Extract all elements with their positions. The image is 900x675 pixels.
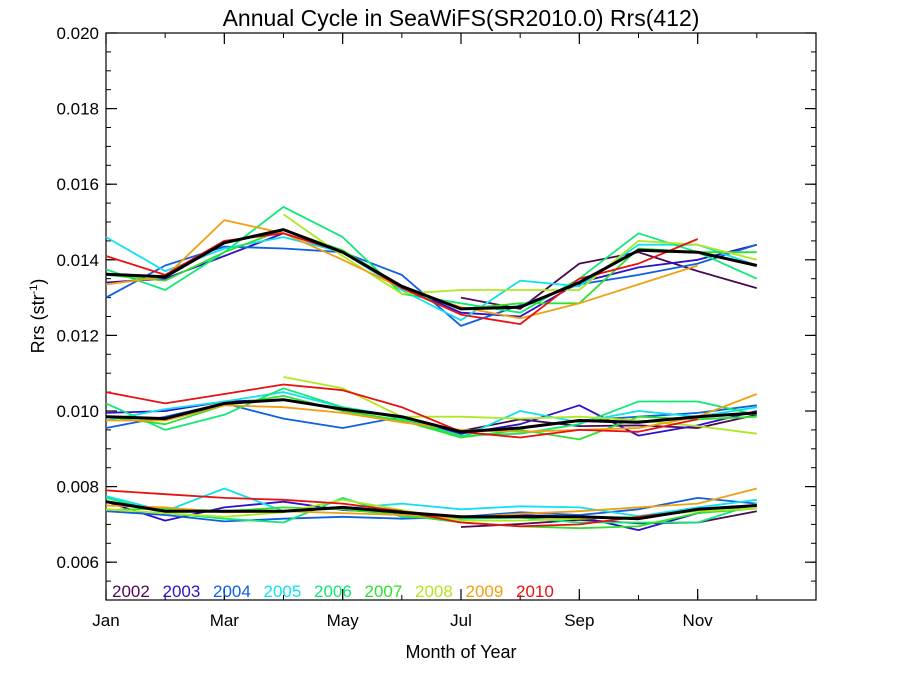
series-2009-line-2-0: [105, 219, 698, 320]
series-2009-line-1-0: [106, 393, 758, 433]
legend-item-2002: 2002: [112, 582, 150, 601]
x-tick-labels: Jan Mar May Jul Sep Nov: [92, 611, 713, 630]
y-tick-label-3: 0.012: [56, 326, 99, 345]
axis-ticks: [105, 32, 817, 601]
series-2006-line-1-0: [105, 387, 757, 437]
y-axis-label-main: Rrs (str: [28, 294, 48, 353]
mean-lines: [105, 228, 758, 521]
series-2008-line-2-0: [282, 213, 758, 295]
mean-line-0-0: [105, 500, 757, 521]
y-tick-labels: 0.006 0.008 0.010 0.012 0.014 0.016 0.018 0.020: [56, 24, 99, 572]
y-tick-label-7: 0.020: [56, 24, 99, 43]
y-tick-label-1: 0.008: [56, 478, 99, 497]
x-tick-label-3: Jul: [450, 611, 472, 630]
legend-item-2010: 2010: [516, 582, 554, 601]
x-tick-label-0: Jan: [92, 611, 119, 630]
series-2003-line-2-0: [105, 232, 758, 318]
legend-item-2008: 2008: [415, 582, 453, 601]
series-2005-line-2-0: [105, 236, 758, 322]
x-axis-label: Month of Year: [405, 642, 516, 662]
y-axis-label: Rrs (str-1): [28, 279, 48, 354]
legend: 2002 2003 2004 2005 2006 2007 2008 2009 2010: [112, 582, 554, 601]
series-2010-line-0-0: [105, 489, 698, 528]
legend-item-2006: 2006: [314, 582, 352, 601]
x-tick-label-5: Nov: [683, 611, 714, 630]
x-tick-label-1: Mar: [210, 611, 240, 630]
y-tick-label-6: 0.018: [56, 100, 99, 119]
mean-line-2-0: [105, 228, 758, 311]
chart-title: Annual Cycle in SeaWiFS(SR2010.0) Rrs(41…: [223, 5, 700, 31]
series-2010-line-2-0: [105, 232, 699, 326]
series-2010-line-1-0: [105, 383, 698, 439]
series-2005-line-0-0: [105, 487, 757, 517]
legend-item-2007: 2007: [365, 582, 403, 601]
mean-line-1-0: [105, 398, 757, 434]
legend-item-2004: 2004: [213, 582, 251, 601]
y-tick-label-5: 0.016: [56, 175, 99, 194]
y-tick-label-4: 0.014: [56, 251, 99, 270]
y-tick-label-0: 0.006: [56, 553, 99, 572]
x-tick-label-4: Sep: [564, 611, 594, 630]
legend-item-2005: 2005: [264, 582, 302, 601]
plot-frame: [105, 32, 817, 601]
y-axis-label-sup: -1: [28, 285, 40, 295]
x-tick-label-2: May: [327, 611, 360, 630]
legend-item-2009: 2009: [466, 582, 504, 601]
y-axis-label-tail: ): [28, 279, 48, 285]
series-2002-line-1-0: [460, 413, 757, 432]
legend-item-2003: 2003: [163, 582, 201, 601]
y-tick-label-2: 0.010: [56, 402, 99, 421]
